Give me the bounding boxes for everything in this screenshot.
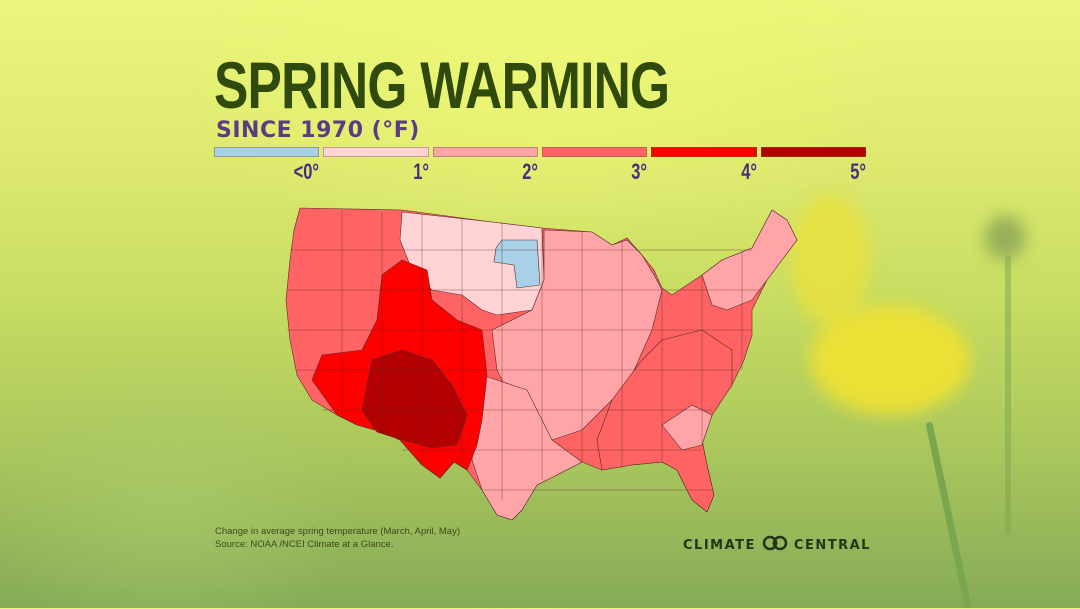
flower-stem <box>925 421 972 609</box>
page-title: SPRING WARMING <box>214 48 670 122</box>
legend-label: 3° <box>631 159 647 184</box>
region-carolinas <box>661 404 713 451</box>
region-dakotas-cool <box>493 239 541 289</box>
region-southeast <box>596 329 733 513</box>
legend-label: <0° <box>293 159 319 184</box>
climate-central-logo: CLIMATE CENTRAL <box>683 535 871 555</box>
background-flower-top <box>790 195 870 325</box>
footnote: Change in average spring temperature (Ma… <box>215 525 460 551</box>
color-legend: <0° 1° 2° 3° 4° 5° <box>214 147 866 184</box>
legend-swatch-4 <box>651 147 757 157</box>
legend-swatch-below-0 <box>214 147 320 157</box>
legend-swatch-1 <box>323 147 429 157</box>
brand-word-right: CENTRAL <box>793 537 871 553</box>
legend-swatch-5 <box>760 147 866 157</box>
legend-label: 2° <box>522 159 538 184</box>
footnote-description: Change in average spring temperature (Ma… <box>215 526 461 537</box>
footnote-source: Source: NOAA /NCEI Climate at a Glance. <box>215 539 394 550</box>
bud-stem <box>1005 255 1011 535</box>
legend-label: 5° <box>850 159 866 184</box>
legend-swatch-2 <box>432 147 538 157</box>
legend-swatch-3 <box>541 147 648 157</box>
us-map-svg <box>285 207 798 521</box>
region-southern-plains <box>471 374 583 521</box>
region-northeast <box>701 209 798 311</box>
us-warming-map <box>282 200 802 525</box>
brand-word-left: CLIMATE <box>683 537 756 553</box>
page-subtitle: SINCE 1970 (°F) <box>216 118 420 143</box>
linked-rings-icon <box>762 535 788 555</box>
background-flower-main <box>810 305 970 415</box>
legend-label: 4° <box>741 159 757 184</box>
background-bud <box>985 215 1025 260</box>
legend-label: 1° <box>413 159 429 184</box>
